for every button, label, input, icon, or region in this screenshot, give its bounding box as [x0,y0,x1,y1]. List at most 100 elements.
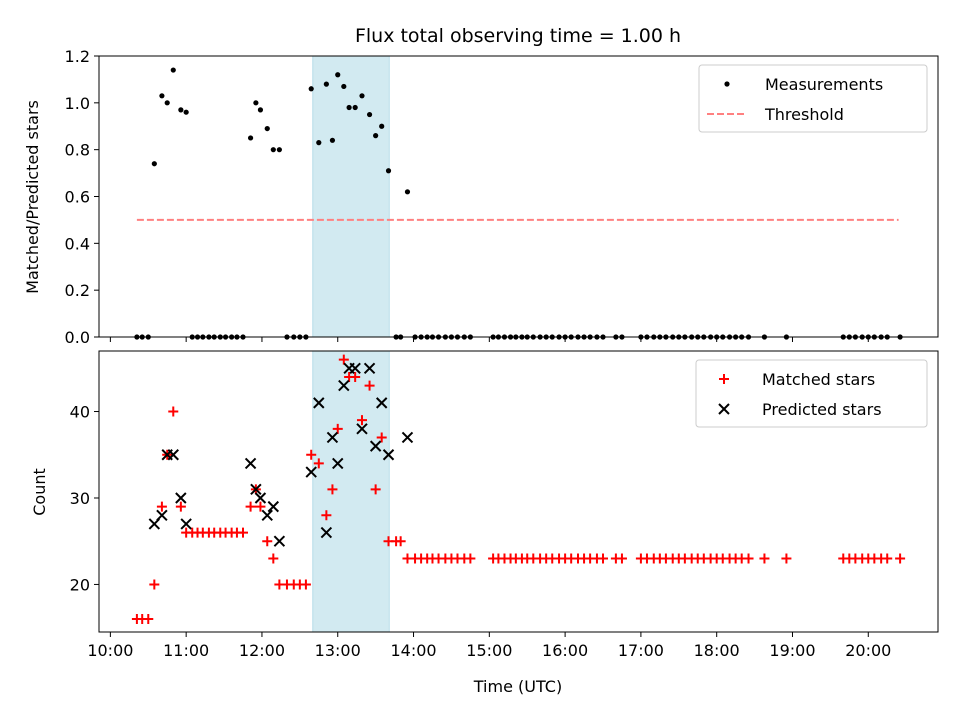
data-point [156,509,168,521]
data-point [238,527,249,538]
data-point [255,501,266,512]
data-point [376,432,387,443]
data-point [178,107,184,113]
data-point [300,579,311,590]
legend-swatch [718,403,730,415]
data-point [276,147,282,153]
data-point [168,406,179,417]
data-point [346,104,352,111]
data-point [305,466,317,478]
x-tick-label: 19:00 [769,641,815,660]
data-point [253,100,259,106]
data-point [313,397,325,409]
x-tick-label: 16:00 [542,641,588,660]
data-point [338,379,350,392]
plot-layer: 0.0 0.2 0.4 0.6 0.8 1.0 1.2 Measurements Thresho… [65,47,939,660]
y-tick-label: 0.4 [65,234,90,253]
data-point [401,431,414,444]
data-point [370,484,381,495]
data-point [151,161,157,167]
data-point [323,81,329,87]
data-point [268,553,279,564]
data-point [308,86,314,92]
data-point [261,509,273,521]
data-point [164,100,170,106]
bottom-y-axis-label: Count [30,468,49,516]
y-tick-label: 0.2 [65,281,90,300]
observing-window-span [312,55,390,338]
data-point [375,397,388,409]
data-point [616,553,627,564]
y-tick-label: 0.8 [65,141,90,160]
data-point [180,518,192,530]
x-tick-label: 10:00 [87,641,133,660]
legend: Matched stars Predicted stars [695,359,928,428]
legend-box [698,64,928,133]
data-point [167,449,179,461]
legend-label: Predicted stars [762,400,882,419]
data-point [326,431,339,444]
data-point [257,107,264,113]
observing-window-span [312,350,390,633]
axes-frame [98,350,939,633]
data-point [759,553,770,564]
data-point [379,123,385,129]
x-tick-label: 15:00 [466,641,512,660]
x-tick-label: 20:00 [845,641,891,660]
data-point [306,449,317,460]
data-point [332,423,343,434]
data-point [170,67,176,73]
legend-label: Matched stars [762,370,875,389]
x-tick-label: 14:00 [390,641,436,660]
data-point [267,500,280,513]
x-axis-label: Time (UTC) [473,677,562,696]
data-point [364,380,375,391]
data-point [313,458,324,469]
data-point [743,553,754,564]
data-point [335,72,341,78]
y-tick-label: 40 [70,403,90,422]
data-point [356,415,367,426]
data-point [338,354,349,365]
legend: Measurements Threshold [698,64,928,133]
data-point [247,135,254,141]
series-predicted-stars [148,362,414,547]
y-tick-label: 20 [70,575,90,594]
data-point [895,553,906,564]
data-point [143,614,154,625]
data-point [250,483,262,496]
data-point [356,423,368,435]
legend-swatch [719,374,729,384]
x-tick-label: 17:00 [618,641,664,660]
y-tick-label: 30 [70,489,90,508]
y-tick-label: 0.6 [65,188,90,207]
y-tick-label: 0.0 [65,328,90,347]
x-tick-label: 18:00 [694,641,740,660]
x-tick-label: 13:00 [315,641,361,660]
data-point [350,371,361,382]
data-point [352,104,358,111]
data-point [363,362,376,374]
data-point [366,111,373,118]
data-point [341,83,347,90]
data-point [156,501,167,512]
data-point [369,440,382,452]
data-point [349,362,361,374]
data-point [262,536,273,547]
data-point [373,133,379,139]
data-point [244,457,257,470]
data-point [316,140,322,146]
data-point [382,449,395,461]
data-point [465,553,476,564]
data-point [882,553,893,564]
data-point [385,168,392,174]
legend-box [695,359,928,428]
data-point [327,484,338,495]
panel-ratio: 0.0 0.2 0.4 0.6 0.8 1.0 1.2 Measurements Thresho… [65,47,939,347]
data-point [254,492,267,504]
data-point [329,137,336,143]
data-point [175,501,186,512]
y-tick-label: 1.0 [65,94,90,113]
data-point [273,535,286,547]
data-point [270,147,276,153]
